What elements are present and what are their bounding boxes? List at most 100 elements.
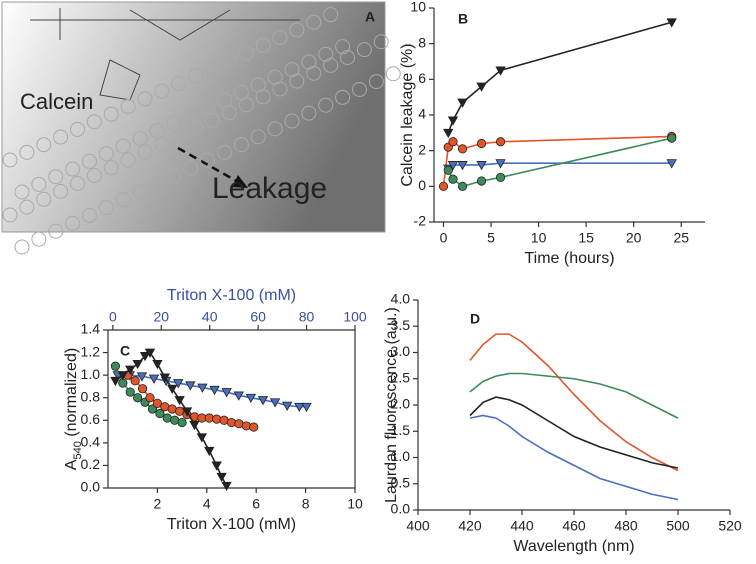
x-tick-label: 440	[510, 518, 534, 534]
x-axis-title: Time (hours)	[524, 250, 614, 267]
x-tick-label: 400	[406, 518, 430, 534]
y-tick-label: 1.5	[391, 422, 411, 438]
x-tick-label: 480	[614, 518, 638, 534]
x-tick-label: 6	[252, 496, 260, 512]
data-point	[174, 396, 185, 406]
lipid-head	[48, 223, 64, 239]
lipid-head	[284, 113, 300, 129]
lipid-head	[200, 100, 216, 116]
data-point	[269, 398, 281, 408]
lipid-head	[289, 22, 305, 38]
lipid-head	[48, 169, 64, 185]
panel-letter: B	[458, 11, 468, 27]
lipid-head	[115, 138, 131, 154]
lipid-head	[103, 106, 119, 122]
series-line	[469, 372, 679, 419]
calcein-structure	[30, 8, 300, 101]
data-point	[204, 446, 215, 457]
data-point	[457, 98, 468, 108]
lipid-head	[2, 207, 18, 223]
lipid-head	[205, 60, 220, 76]
x2-tick-label: 0	[109, 309, 117, 325]
data-point	[495, 159, 506, 169]
data-point	[241, 421, 251, 431]
data-point	[152, 359, 163, 370]
lipid-head	[82, 208, 97, 223]
lipid-head	[306, 65, 322, 81]
panel-letter: D	[470, 311, 480, 327]
data-point	[144, 348, 156, 358]
x-tick-label: 460	[562, 518, 586, 534]
data-point	[457, 161, 468, 171]
lipid-head	[352, 82, 367, 97]
lipid-head	[255, 37, 271, 53]
lipid-head	[14, 184, 30, 200]
lipid-head	[19, 199, 35, 215]
lipid-head	[267, 69, 283, 85]
data-point	[212, 414, 222, 424]
x-tick-label: 420	[458, 518, 482, 534]
data-point	[301, 402, 312, 413]
data-point	[173, 379, 184, 389]
y-tick-label: 1.0	[81, 366, 101, 382]
data-point	[457, 144, 468, 154]
data-point	[226, 417, 237, 428]
lipid-head	[335, 89, 351, 105]
data-point	[209, 385, 220, 396]
data-point	[167, 384, 178, 395]
lipid-head	[267, 121, 283, 137]
data-point	[443, 128, 454, 139]
data-point	[249, 422, 259, 432]
y-axis-title: Laurdan fluorescence (a.u.)	[383, 307, 400, 503]
y-tick-label: 3.5	[391, 317, 411, 333]
data-point	[282, 401, 293, 411]
lipid-head	[36, 191, 52, 207]
lipid-head	[149, 123, 165, 139]
x-tick-label: 8	[302, 496, 310, 512]
data-point	[447, 161, 459, 171]
y-tick-label: 4	[418, 106, 426, 122]
lipid-head	[154, 83, 170, 99]
x2-axis-title: Triton X-100 (mM)	[167, 287, 296, 304]
lipid-head	[31, 231, 47, 247]
y-tick-label: 0.2	[81, 456, 101, 472]
lipid-head	[385, 66, 401, 82]
y-tick-label: 6	[418, 70, 426, 86]
y-tick-label: 0.5	[391, 474, 411, 490]
lipid-head	[356, 42, 372, 58]
lipid-head	[2, 152, 18, 168]
lipid-head	[98, 200, 114, 216]
y-tick-label: 0	[418, 177, 426, 193]
lipid-head	[137, 91, 153, 107]
y-tick-label: 0.6	[81, 411, 101, 427]
data-point	[495, 66, 506, 76]
leakage-label: Leakage	[212, 172, 327, 205]
data-point	[216, 472, 227, 483]
data-point	[443, 165, 453, 175]
y-tick-label: 2.5	[391, 369, 411, 385]
data-point	[148, 374, 160, 384]
data-point	[476, 82, 487, 92]
lipid-head	[132, 130, 148, 146]
lipid-head	[284, 62, 300, 78]
lipid-head	[238, 45, 254, 61]
data-point	[448, 174, 458, 184]
y-axis-title-part: A	[63, 459, 80, 470]
data-point	[204, 413, 214, 423]
lipid-head	[65, 215, 81, 231]
lipid-head	[82, 153, 97, 169]
lipid-head	[36, 137, 52, 153]
lipid-head	[301, 105, 317, 121]
data-point	[476, 176, 487, 186]
data-point	[189, 420, 200, 431]
data-point	[476, 161, 487, 171]
lipid-head	[120, 98, 136, 114]
y-tick-label: 10	[410, 0, 426, 15]
x2-tick-label: 40	[202, 309, 218, 325]
lipid-head	[166, 168, 182, 184]
data-point	[197, 383, 208, 393]
calcein-label: Calcein	[20, 89, 93, 114]
lipid-head	[217, 145, 232, 160]
lipid-head	[120, 152, 136, 168]
